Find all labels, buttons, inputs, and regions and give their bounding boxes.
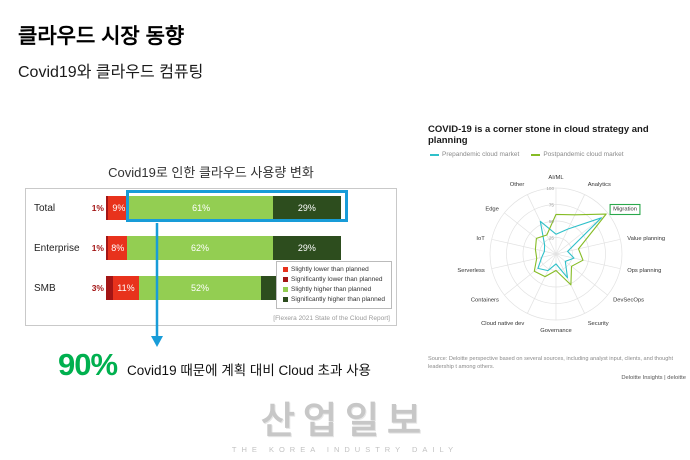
legend-item: Significantly higher than planned [283, 295, 385, 305]
migration-highlight-box [609, 203, 641, 216]
svg-text:25: 25 [549, 236, 555, 241]
bar-segment [106, 196, 109, 220]
bar-category-label: Enterprise [34, 242, 80, 254]
page-title: 클라우드 시장 동향 [18, 25, 185, 48]
bar-segment: 62% [127, 236, 273, 260]
bar-outside-label: 3% [91, 283, 104, 293]
bar-segment [106, 276, 114, 300]
bar-chart-title: Covid19로 인한 클라우드 사용량 변화 [108, 165, 314, 180]
bar-outside-label: 1% [91, 243, 104, 253]
legend-line-icon [430, 153, 439, 156]
bar-row: Total 1% 9% 61% 29% [34, 195, 341, 221]
watermark-logo-text: 산업일보 [260, 400, 430, 441]
radar-legend-item: Postpandemic cloud market [531, 151, 624, 158]
legend-item: Slightly higher than planned [283, 285, 385, 295]
legend-swatch-icon [283, 277, 289, 283]
legend-swatch-icon [283, 267, 289, 273]
highlight-box [126, 190, 348, 222]
watermark-subtext: THE KOREA INDUSTRY DAILY [231, 445, 459, 454]
radar-axis-label: Other [510, 182, 525, 188]
bar-chart: Total 1% 9% 61% 29% Enterprise 1% 8% 62% 29% SMB 3%… [25, 188, 397, 326]
svg-text:50: 50 [549, 219, 555, 224]
bar-segment: 29% [272, 236, 341, 260]
bar-category-label: Total [34, 202, 56, 214]
legend-swatch-icon [283, 287, 289, 293]
bar-row: Enterprise 1% 8% 62% 29% [34, 235, 341, 261]
radar-axis-label: Analytics [588, 182, 611, 188]
bar-track: 9% 61% 29% [106, 196, 341, 220]
svg-text:75: 75 [549, 203, 555, 208]
radar-axis-label: Security [588, 321, 609, 327]
legend-item: Slightly lower than planned [283, 265, 385, 275]
radar-source: Source: Deloitte perspective based on se… [428, 356, 674, 371]
legend-line-icon [531, 153, 541, 156]
page-subtitle: Covid19와 클라우드 컴퓨팅 [18, 64, 204, 81]
takeaway-percent: 90% [58, 347, 118, 382]
radar-panel: COVID-19 is a corner stone in cloud stra… [428, 124, 686, 381]
radar-axis-label: Ops planning [627, 268, 661, 274]
bar-track: 8% 62% 29% [106, 236, 341, 260]
radar-axis-label: Cloud native dev [481, 321, 524, 327]
bar-legend: Slightly lower than planned Significantly… [276, 260, 392, 309]
radar-axis-label: Containers [471, 298, 499, 304]
bar-segment: 11% [113, 276, 139, 300]
svg-text:100: 100 [546, 186, 554, 191]
bar-segment: 52% [138, 276, 262, 300]
radar-legend: Prepandemic cloud market Postpandemic clo… [430, 151, 686, 158]
radar-legend-item: Prepandemic cloud market [430, 151, 519, 158]
radar-axis-label: Value planning [627, 236, 665, 242]
bar-category-label: SMB [34, 282, 56, 294]
takeaway: 90% Covid19 때문에 계획 대비 Cloud 초과 사용 [58, 347, 371, 383]
radar-axis-label: Edge [485, 207, 499, 213]
watermark: 산업일보 THE KOREA INDUSTRY DAILY [160, 390, 530, 454]
radar-svg: 25 50 75 100 AI/ML Analytics Migration Value pl… [457, 175, 665, 334]
radar-axis-label: AI/ML [548, 175, 564, 181]
takeaway-text: Covid19 때문에 계획 대비 Cloud 초과 사용 [127, 362, 371, 378]
radar-title: COVID-19 is a corner stone in cloud stra… [428, 124, 649, 146]
legend-swatch-icon [283, 297, 289, 303]
bar-segment: 8% [108, 236, 128, 260]
radar-credit: Deloitte Insights | deloitte [621, 374, 686, 381]
radar-axis-label: DevSecOps [613, 298, 644, 304]
bar-outside-label: 1% [91, 203, 104, 213]
radar-axis-label: Serverless [457, 268, 484, 274]
bar-chart-caption: [Flexera 2021 State of the Cloud Report] [273, 315, 390, 322]
bar-segment: 29% [272, 196, 341, 220]
radar-axis-label: Governance [540, 328, 572, 334]
bar-segment: 9% [108, 196, 130, 220]
legend-item: Significantly lower than planned [283, 275, 385, 285]
radar-axis-label: IoT [476, 236, 485, 242]
arrow-down-icon [151, 223, 163, 347]
bar-segment: 61% [129, 196, 273, 220]
bar-rows: Total 1% 9% 61% 29% Enterprise 1% 8% 62% 29% SMB 3%… [26, 189, 396, 325]
bar-segment [106, 236, 109, 260]
radar-axis-label: Migration [613, 207, 637, 213]
